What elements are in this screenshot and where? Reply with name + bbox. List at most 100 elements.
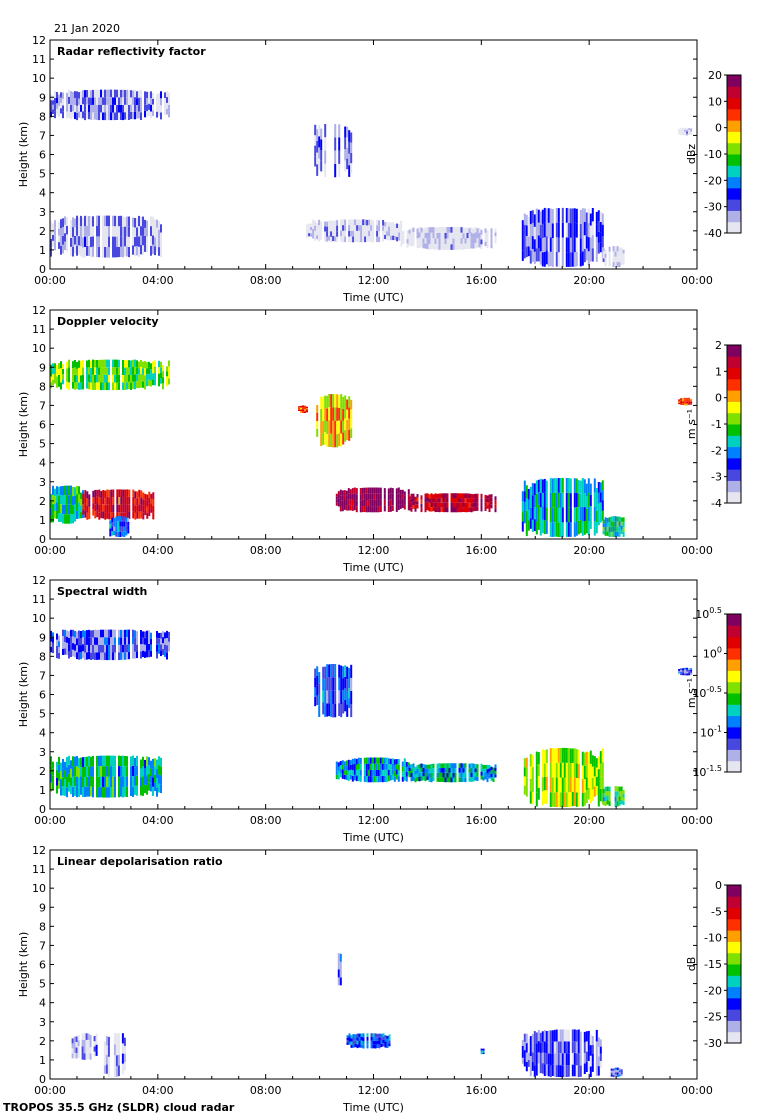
echo-cell [458, 227, 461, 233]
echo-cell [112, 359, 114, 368]
echo-cell [414, 508, 417, 512]
echo-cell [408, 500, 411, 504]
echo-cell [82, 777, 84, 788]
echo-cell [340, 691, 343, 705]
echo-cell [324, 420, 327, 433]
echo-cell [106, 97, 108, 105]
colorbar-swatch [727, 367, 741, 380]
echo-cell [58, 369, 60, 375]
echo-cell [350, 1035, 353, 1039]
echo-cell [440, 777, 443, 782]
x-tick-label: 04:00 [142, 1084, 174, 1097]
echo-cell [440, 244, 443, 250]
echo-cell [348, 153, 351, 166]
echo-cell [124, 112, 126, 120]
echo-cell [56, 510, 58, 519]
echo-cell [434, 502, 437, 508]
echo-cell [395, 494, 398, 501]
echo-cell [330, 703, 333, 718]
echo-cell [74, 644, 76, 651]
echo-cell [334, 225, 337, 231]
echo-cell [158, 247, 160, 256]
echo-cell [154, 379, 156, 386]
echo-cell [535, 1064, 538, 1076]
echo-cell [130, 360, 132, 368]
echo-cell [547, 1042, 550, 1054]
colorbar-tick-label: -30 [704, 201, 722, 214]
echo-cell [355, 494, 358, 501]
echo-cell [350, 153, 353, 164]
echo-cell [484, 494, 487, 499]
echo-cell [366, 1040, 369, 1045]
echo-cell [64, 770, 66, 779]
echo-cell [482, 776, 485, 781]
echo-cell [388, 1043, 391, 1047]
echo-cell [563, 792, 566, 808]
echo-cell [450, 227, 453, 233]
echo-cell [583, 765, 586, 780]
echo-cell [389, 764, 392, 770]
echo-cell [62, 768, 64, 778]
echo-cell [150, 644, 152, 651]
echo-cell [72, 649, 74, 657]
echo-cell [64, 241, 66, 250]
echo-cell [125, 526, 128, 531]
echo-cell [344, 225, 347, 231]
echo-cell [66, 92, 68, 100]
echo-cell [579, 224, 582, 239]
echo-cell [386, 222, 389, 227]
colorbar-swatch [727, 97, 741, 110]
echo-cell [68, 495, 70, 505]
echo-cell [339, 765, 342, 770]
echo-cell [115, 1044, 118, 1056]
echo-cell [684, 399, 687, 402]
echo-cell [126, 246, 128, 257]
echo-cell [52, 368, 54, 375]
echo-cell [66, 105, 68, 112]
echo-cell [128, 247, 130, 258]
colorbar-tick-label: 0 [715, 879, 722, 892]
echo-cell [160, 784, 162, 793]
echo-cell [340, 433, 343, 447]
echo-cell [146, 500, 149, 507]
echo-cell [166, 630, 168, 638]
echo-cell [472, 233, 475, 239]
echo-cell [565, 478, 568, 493]
echo-cell [136, 218, 138, 228]
echo-cell [348, 688, 351, 699]
echo-cell [523, 224, 526, 236]
echo-cell [318, 683, 321, 695]
echo-cell [545, 236, 548, 251]
echo-cell [316, 405, 319, 413]
echo-cell [136, 374, 138, 382]
colorbar-tick-label: -10 [704, 148, 722, 161]
echo-cell [120, 226, 122, 237]
echo-cell [410, 768, 413, 773]
echo-cell [571, 1029, 574, 1042]
echo-cell [682, 398, 685, 400]
echo-cell [74, 766, 76, 777]
echo-cell [96, 215, 98, 226]
echo-cell [347, 499, 350, 505]
echo-cell [614, 786, 617, 792]
echo-cell [142, 512, 145, 520]
echo-cell [342, 225, 345, 231]
echo-cell [539, 1042, 542, 1053]
echo-cell [575, 251, 578, 267]
echo-cell [68, 631, 70, 638]
echo-cell [96, 382, 98, 390]
echo-cell [102, 226, 104, 237]
echo-cell [112, 787, 114, 798]
echo-cell [164, 109, 166, 115]
echo-cell [74, 504, 76, 513]
echo-cell [569, 237, 572, 253]
echo-cell [468, 763, 471, 769]
echo-cell [116, 104, 118, 113]
echo-cell [144, 361, 146, 369]
echo-cell [616, 801, 619, 807]
y-tick-label: 10 [32, 72, 46, 85]
echo-cell [62, 777, 64, 787]
echo-cell [543, 207, 546, 223]
echo-cell [116, 367, 118, 375]
echo-cell [316, 231, 319, 236]
